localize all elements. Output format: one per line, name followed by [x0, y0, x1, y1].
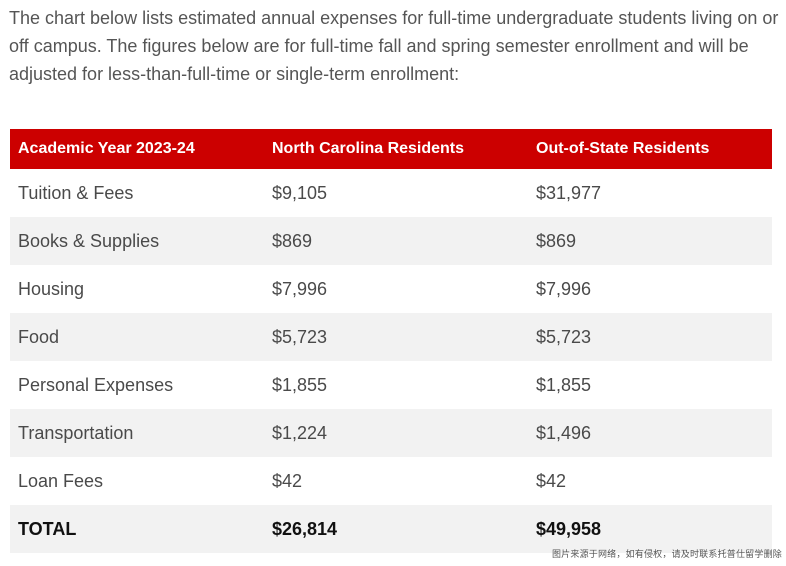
intro-paragraph: The chart below lists estimated annual e… — [9, 8, 779, 84]
column-header-out-of-state: Out-of-State Residents — [536, 140, 710, 157]
column-header-academic-year: Academic Year 2023-24 — [18, 140, 195, 157]
nc-value: $1,224 — [272, 422, 328, 443]
row-label: Tuition & Fees — [18, 182, 134, 203]
oos-value: $5,723 — [536, 326, 592, 347]
row-label: Housing — [18, 278, 85, 299]
expense-table: Academic Year 2023-24 North Carolina Res… — [10, 129, 772, 553]
nc-total-value: $26,814 — [272, 518, 338, 539]
row-label: Books & Supplies — [18, 230, 160, 251]
nc-value: $42 — [272, 470, 303, 491]
oos-value: $42 — [536, 470, 567, 491]
total-row: TOTAL $26,814 $49,958 — [10, 505, 772, 553]
nc-value: $9,105 — [272, 182, 328, 203]
column-header-nc-residents: North Carolina Residents — [272, 140, 465, 157]
table-row: Housing $7,996 $7,996 — [10, 265, 772, 313]
nc-value: $869 — [272, 230, 313, 251]
row-label: Food — [18, 326, 60, 347]
table-row: Books & Supplies $869 $869 — [10, 217, 772, 265]
nc-value: $1,855 — [272, 374, 328, 395]
row-label: Loan Fees — [18, 470, 104, 491]
oos-value: $869 — [536, 230, 577, 251]
table-row: Food $5,723 $5,723 — [10, 313, 772, 361]
table-row: Tuition & Fees $9,105 $31,977 — [10, 169, 772, 217]
oos-value: $31,977 — [536, 182, 602, 203]
table-row: Transportation $1,224 $1,496 — [10, 409, 772, 457]
oos-value: $7,996 — [536, 278, 592, 299]
nc-value: $5,723 — [272, 326, 328, 347]
table-row: Personal Expenses $1,855 $1,855 — [10, 361, 772, 409]
row-label: Personal Expenses — [18, 374, 174, 395]
nc-value: $7,996 — [272, 278, 328, 299]
oos-total-value: $49,958 — [536, 518, 602, 539]
oos-value: $1,496 — [536, 422, 592, 443]
table-header-row: Academic Year 2023-24 North Carolina Res… — [10, 129, 772, 169]
oos-value: $1,855 — [536, 374, 592, 395]
total-label: TOTAL — [18, 518, 77, 539]
row-label: Transportation — [18, 422, 134, 443]
watermark-text: 图片来源于网络，如有侵权，请及时联系托普仕留学删除 — [551, 550, 782, 560]
table-row: Loan Fees $42 $42 — [10, 457, 772, 505]
